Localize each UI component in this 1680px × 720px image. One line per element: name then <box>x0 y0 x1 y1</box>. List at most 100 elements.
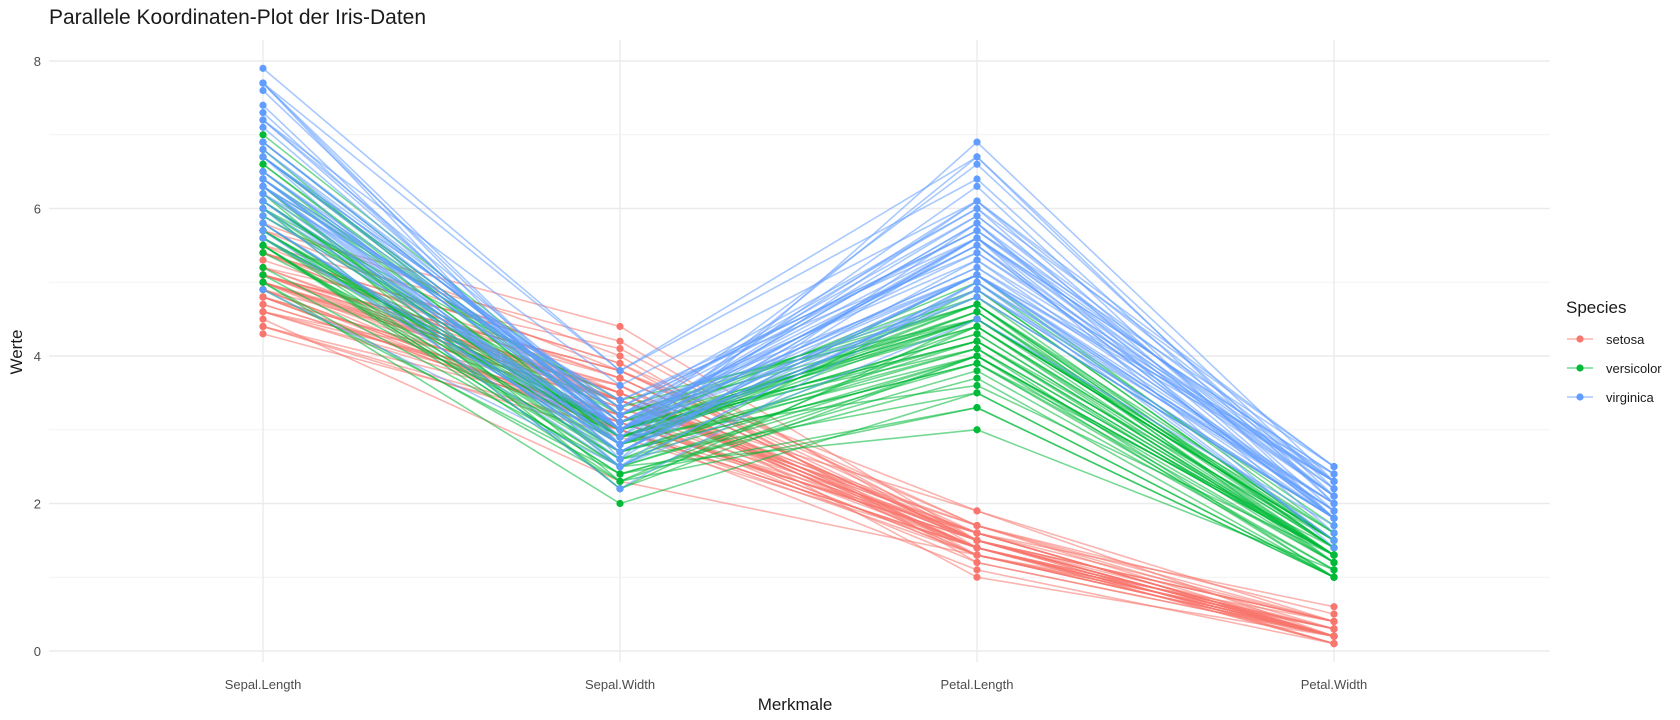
virginica-point <box>1330 477 1338 485</box>
setosa-point <box>973 558 981 567</box>
setosa-point <box>259 293 267 301</box>
y-axis-title: Werte <box>7 329 26 374</box>
virginica-point <box>1330 507 1338 515</box>
virginica-line <box>262 215 1335 519</box>
virginica-point <box>973 212 981 220</box>
x-tick-label: Petal.Width <box>1301 677 1367 692</box>
y-tick-label: 8 <box>34 54 41 69</box>
virginica-point <box>1330 463 1338 471</box>
chart-title: Parallele Koordinaten-Plot der Iris-Date… <box>49 6 426 29</box>
setosa-point <box>616 389 624 397</box>
virginica-point <box>259 168 267 176</box>
legend-key-point <box>1576 364 1584 372</box>
virginica-line <box>262 119 1335 468</box>
virginica-point <box>616 463 624 471</box>
setosa-point <box>616 337 624 345</box>
virginica-point <box>259 204 267 213</box>
versicolor-point <box>973 337 981 345</box>
virginica-point <box>973 227 981 235</box>
virginica-point <box>616 411 624 419</box>
virginica-point <box>1330 492 1338 500</box>
virginica-point <box>259 234 267 242</box>
setosa-point <box>1330 632 1338 640</box>
versicolor-point <box>973 367 981 375</box>
versicolor-line <box>262 281 1335 578</box>
virginica-line <box>262 222 1335 512</box>
virginica-line <box>262 82 1335 490</box>
setosa-point <box>1330 640 1338 648</box>
versicolor-point <box>973 345 981 353</box>
virginica-point <box>973 153 981 161</box>
y-tick-label: 6 <box>34 202 41 217</box>
setosa-point <box>616 374 624 382</box>
virginica-point <box>973 175 981 183</box>
virginica-point <box>616 367 624 375</box>
virginica-line <box>262 170 1335 505</box>
virginica-point <box>259 116 267 124</box>
virginica-line <box>262 178 1335 490</box>
versicolor-point <box>1330 566 1338 574</box>
virginica-point <box>973 204 981 213</box>
setosa-point <box>616 345 624 353</box>
versicolor-point <box>973 330 981 338</box>
virginica-point <box>973 315 981 323</box>
setosa-point <box>1330 625 1338 633</box>
virginica-line <box>262 148 1335 483</box>
virginica-point <box>973 263 981 272</box>
virginica-point <box>1330 522 1338 530</box>
virginica-point <box>973 286 981 294</box>
x-tick-labels: Sepal.Length Sepal.Width Petal.Length Petal… <box>225 677 1368 692</box>
virginica-point <box>259 219 267 227</box>
versicolor-point <box>1330 558 1338 567</box>
virginica-point <box>259 145 267 154</box>
setosa-point <box>973 566 981 574</box>
virginica-point <box>616 448 624 456</box>
virginica-point <box>616 426 624 434</box>
versicolor-point <box>1330 551 1338 559</box>
y-tick-labels: 0 2 4 6 8 <box>34 54 41 659</box>
virginica-point <box>973 219 981 227</box>
virginica-point <box>259 138 267 146</box>
y-tick-label: 4 <box>34 349 41 364</box>
versicolor-point <box>616 470 624 478</box>
virginica-point <box>1330 499 1338 508</box>
versicolor-point <box>1330 573 1338 581</box>
x-axis-title: Merkmale <box>758 695 833 714</box>
setosa-point <box>1330 610 1338 618</box>
versicolor-point <box>616 499 624 508</box>
setosa-point <box>1330 617 1338 626</box>
virginica-point <box>973 241 981 249</box>
versicolor-point <box>973 322 981 331</box>
setosa-point <box>259 300 267 308</box>
virginica-point <box>616 418 624 426</box>
legend-label: virginica <box>1606 390 1654 405</box>
virginica-point <box>973 278 981 286</box>
virginica-point <box>616 485 624 493</box>
versicolor-point <box>616 477 624 485</box>
versicolor-point <box>973 404 981 412</box>
setosa-point <box>616 322 624 331</box>
virginica-point <box>973 160 981 168</box>
x-tick-label: Sepal.Width <box>585 677 655 692</box>
virginica-point <box>259 286 267 294</box>
setosa-point <box>616 352 624 360</box>
versicolor-point <box>973 381 981 390</box>
virginica-point <box>616 433 624 441</box>
setosa-point <box>973 573 981 581</box>
setosa-point <box>1330 603 1338 611</box>
versicolor-point <box>259 263 267 272</box>
virginica-point <box>259 227 267 235</box>
setosa-point <box>616 359 624 367</box>
versicolor-line <box>262 244 1335 578</box>
versicolor-point <box>259 278 267 286</box>
virginica-point <box>259 212 267 220</box>
virginica-point <box>259 101 267 109</box>
legend-key-point <box>1576 335 1584 343</box>
versicolor-point <box>973 374 981 382</box>
legend-label: versicolor <box>1606 361 1662 376</box>
legend-items: setosa versicolor virginica <box>1567 332 1662 405</box>
virginica-point <box>616 455 624 463</box>
virginica-point <box>1330 544 1338 552</box>
legend-title: Species <box>1566 298 1626 317</box>
